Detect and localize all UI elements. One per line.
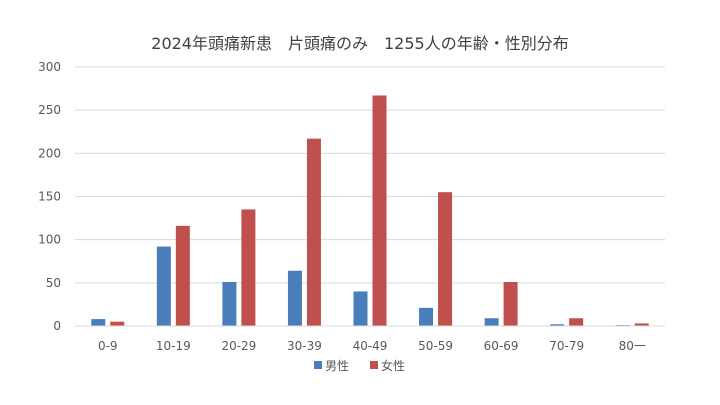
x-tick-label: 40-49 [353, 339, 388, 353]
bar-female [372, 95, 387, 327]
x-axis-ticks: 0-9 10-19 20-29 30-39 40-49 50-59 60-69 70-79 80… [98, 339, 646, 353]
bar-female [306, 138, 321, 326]
x-tick-label: 70-79 [549, 339, 584, 353]
x-tick-label: 50-59 [418, 339, 453, 353]
bar-male [550, 324, 565, 326]
bar-male [353, 291, 368, 326]
y-tick-label: 250 [38, 103, 61, 117]
bar-male [156, 246, 171, 326]
x-tick-label: 60-69 [484, 339, 519, 353]
gridlines [75, 66, 665, 284]
x-tick-label: 20-29 [221, 339, 256, 353]
bar-female [438, 192, 453, 326]
y-tick-label: 300 [38, 60, 61, 74]
x-tick-label: 30-39 [287, 339, 322, 353]
legend-label: 男性 [325, 359, 349, 373]
bar-female [569, 318, 584, 326]
bar-male [419, 307, 434, 326]
y-axis-ticks: 0 50 100 150 200 250 300 [38, 60, 61, 333]
x-tick-label: 10-19 [156, 339, 191, 353]
bar-female [241, 209, 256, 326]
legend: 男性 女性 [314, 358, 405, 373]
bars [91, 95, 649, 327]
y-tick-label: 0 [53, 319, 61, 333]
x-tick-label: 80一 [619, 339, 646, 353]
y-tick-label: 50 [46, 276, 61, 290]
bar-female [175, 225, 190, 326]
legend-swatch [314, 361, 322, 369]
bar-male [484, 318, 499, 326]
y-tick-label: 150 [38, 190, 61, 204]
y-tick-label: 200 [38, 146, 61, 160]
bar-male [222, 281, 237, 326]
bar-male [287, 270, 302, 326]
bar-female [110, 321, 125, 326]
bar-female [503, 281, 518, 326]
x-tick-label: 0-9 [98, 339, 118, 353]
chart-title: 2024年頭痛新患 片頭痛のみ 1255人の年齢・性別分布 [151, 34, 569, 53]
y-tick-label: 100 [38, 233, 61, 247]
bar-female [634, 323, 649, 326]
bar-male [91, 319, 106, 326]
legend-label: 女性 [381, 358, 405, 373]
legend-swatch [370, 361, 378, 369]
